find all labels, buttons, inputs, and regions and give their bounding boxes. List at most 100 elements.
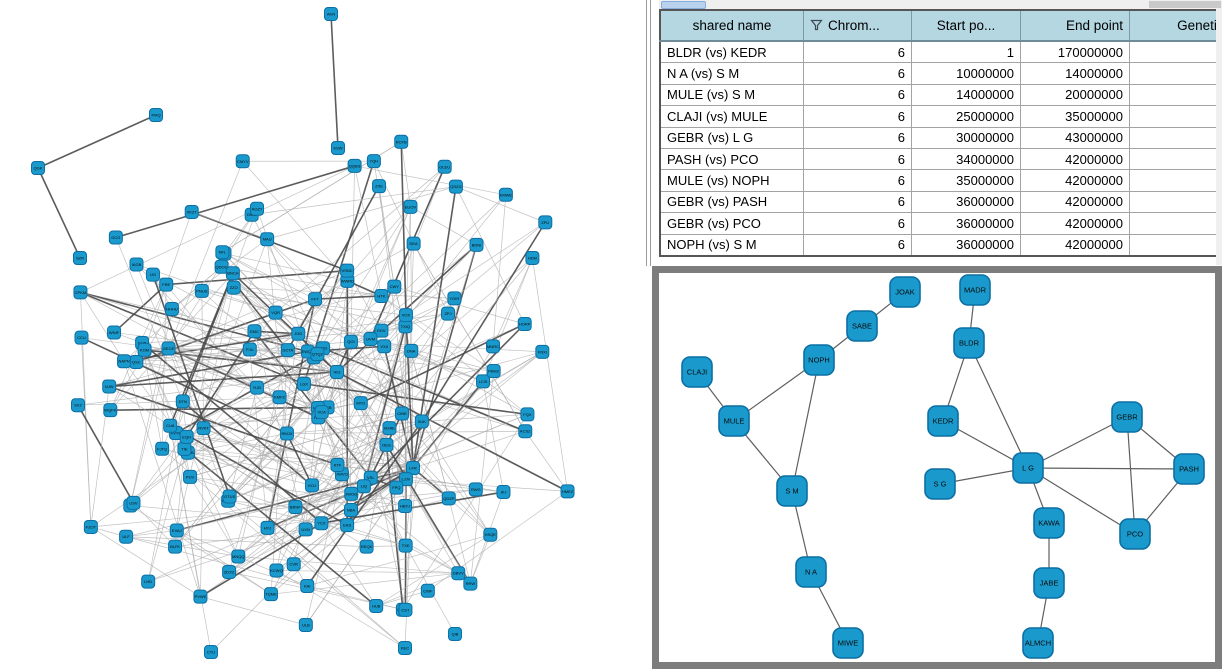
- network-edge[interactable]: [363, 326, 407, 487]
- cell-chrom[interactable]: 6: [803, 40, 912, 64]
- network-edge[interactable]: [80, 292, 125, 362]
- network-edge[interactable]: [168, 270, 348, 349]
- network-edge[interactable]: [351, 351, 543, 495]
- network-edge[interactable]: [124, 357, 314, 362]
- network-edge[interactable]: [305, 478, 407, 626]
- network-edge[interactable]: [448, 498, 491, 535]
- network-edge[interactable]: [341, 427, 390, 475]
- network-node[interactable]: [359, 539, 374, 554]
- network-node[interactable]: [406, 461, 420, 475]
- network-edge[interactable]: [321, 411, 372, 478]
- cell-genetic[interactable]: 16.9: [1129, 126, 1222, 149]
- network-edge[interactable]: [189, 476, 239, 557]
- result-node[interactable]: MULE: [718, 405, 750, 437]
- network-edge[interactable]: [327, 338, 371, 408]
- network-node[interactable]: [535, 344, 550, 359]
- network-node[interactable]: [520, 407, 535, 422]
- network-edge[interactable]: [366, 444, 387, 547]
- cell-chrom[interactable]: 6: [803, 147, 912, 171]
- network-edge[interactable]: [130, 505, 348, 526]
- network-edge[interactable]: [454, 222, 546, 299]
- network-edge[interactable]: [276, 570, 459, 574]
- cell-genetic[interactable]: 10.5: [1129, 169, 1222, 192]
- network-node[interactable]: [394, 134, 409, 149]
- network-edge[interactable]: [210, 509, 352, 653]
- network-node[interactable]: [398, 641, 412, 655]
- network-node[interactable]: [517, 317, 532, 332]
- network-edge[interactable]: [448, 498, 471, 584]
- network-node[interactable]: [74, 330, 89, 345]
- result-node[interactable]: MIWE: [832, 627, 864, 659]
- network-edge[interactable]: [169, 424, 348, 526]
- cell-name[interactable]: CLAJI (vs) MULE: [659, 105, 804, 128]
- result-node[interactable]: PASH: [1173, 453, 1205, 485]
- result-node[interactable]: JABE: [1033, 567, 1065, 599]
- network-edge[interactable]: [384, 345, 484, 382]
- cell-name[interactable]: BLDR (vs) KEDR: [659, 40, 804, 64]
- network-node[interactable]: [382, 421, 397, 436]
- cell-name[interactable]: MULE (vs) S M: [659, 83, 804, 107]
- cell-start[interactable]: 14000000: [911, 83, 1021, 107]
- network-edge[interactable]: [227, 417, 319, 501]
- network-node[interactable]: [215, 245, 230, 260]
- network-edge[interactable]: [350, 341, 491, 535]
- network-edge[interactable]: [133, 448, 185, 504]
- table-row[interactable]: GEBR (vs) PCO636000000420000008.4: [659, 212, 1222, 235]
- network-node[interactable]: [398, 538, 413, 553]
- network-node[interactable]: [126, 495, 141, 510]
- cell-end[interactable]: 42000000: [1020, 147, 1130, 171]
- network-node[interactable]: [169, 523, 184, 538]
- network-node[interactable]: [447, 291, 462, 306]
- network-node[interactable]: [141, 574, 156, 589]
- network-node[interactable]: [286, 557, 301, 572]
- network-node[interactable]: [175, 394, 190, 409]
- network-edge[interactable]: [266, 238, 385, 347]
- network-node[interactable]: [222, 489, 237, 504]
- network-node[interactable]: [406, 236, 421, 251]
- network-node[interactable]: [441, 491, 456, 506]
- cell-name[interactable]: NOPH (vs) S M: [659, 233, 804, 257]
- network-edge[interactable]: [330, 13, 339, 149]
- network-node[interactable]: [145, 267, 160, 282]
- network-node[interactable]: [486, 363, 501, 378]
- result-network-canvas[interactable]: JOAK MADR SABE NOPH BLDR CLAJI MULE KEDR GEBR L G…: [659, 273, 1215, 662]
- network-edge[interactable]: [109, 333, 299, 387]
- network-node[interactable]: [308, 292, 323, 307]
- network-edge[interactable]: [315, 295, 382, 300]
- network-node[interactable]: [300, 579, 315, 594]
- network-edge[interactable]: [405, 243, 414, 480]
- network-edge[interactable]: [354, 165, 506, 196]
- result-node[interactable]: MADR: [959, 274, 991, 306]
- network-node[interactable]: [108, 230, 123, 245]
- network-edge[interactable]: [455, 186, 546, 223]
- network-node[interactable]: [168, 539, 183, 554]
- network-edge[interactable]: [90, 396, 280, 528]
- network-node[interactable]: [159, 277, 174, 292]
- network-edge[interactable]: [410, 206, 477, 246]
- network-edge[interactable]: [307, 534, 491, 587]
- network-node[interactable]: [71, 398, 86, 413]
- main-network-canvas[interactable]: AKNKSWPMQQGKSZRCTUKECQIBIKGLFRVSLEUOVNME…: [0, 0, 646, 669]
- cell-start[interactable]: 30000000: [911, 126, 1021, 149]
- table-row[interactable]: N A (vs) S M610000000140000006.6: [659, 62, 1222, 85]
- network-node[interactable]: [483, 527, 498, 542]
- result-edge[interactable]: [1126, 416, 1136, 535]
- network-node[interactable]: [260, 232, 275, 247]
- network-node[interactable]: [73, 285, 88, 300]
- network-edge[interactable]: [524, 431, 568, 492]
- network-node[interactable]: [498, 187, 513, 202]
- network-edge[interactable]: [412, 244, 478, 469]
- network-edge[interactable]: [175, 432, 367, 547]
- network-edge[interactable]: [222, 251, 385, 347]
- network-edge[interactable]: [228, 444, 387, 573]
- network-edge[interactable]: [165, 211, 193, 285]
- network-node[interactable]: [344, 486, 359, 501]
- result-edge[interactable]: [1027, 467, 1190, 470]
- network-edge[interactable]: [126, 536, 367, 547]
- network-edge[interactable]: [378, 186, 414, 469]
- network-node[interactable]: [83, 519, 98, 534]
- cell-chrom[interactable]: 6: [803, 83, 912, 107]
- network-edge[interactable]: [80, 208, 258, 293]
- cell-name[interactable]: MULE (vs) NOPH: [659, 169, 804, 192]
- cell-start[interactable]: 34000000: [911, 147, 1021, 171]
